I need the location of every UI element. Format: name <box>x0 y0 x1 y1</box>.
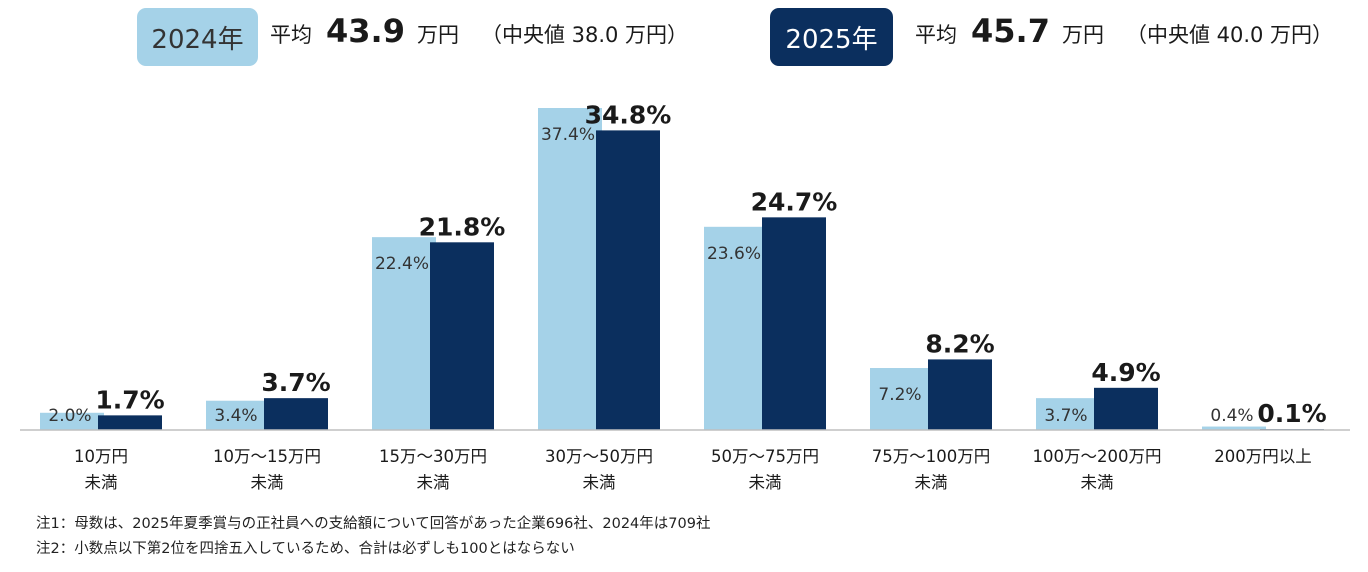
footnote-1: 注1：母数は、2025年夏季賞与の正社員への支給額について回答があった企業696… <box>36 516 711 532</box>
bar-2024 <box>870 368 934 430</box>
category-label: 200万円以上 <box>1214 447 1312 466</box>
summary-2025: 平均 45.7 万円 （中央値 40.0 万円） <box>915 12 1333 62</box>
average-value-2024: 43.9 <box>326 12 405 50</box>
bar-2024 <box>538 108 602 430</box>
bar-2024 <box>1202 426 1266 430</box>
data-label-2025: 1.7% <box>95 385 164 414</box>
bar-chart: 2.0%1.7%10万円未満3.4%3.7%10万～15万円未満22.4%21.… <box>20 100 1350 492</box>
footnotes: 注1：母数は、2025年夏季賞与の正社員への支給額について回答があった企業696… <box>36 512 710 562</box>
data-label-2025: 34.8% <box>585 100 672 129</box>
median-2025: （中央値 40.0 万円） <box>1125 23 1334 47</box>
data-label-2025: 4.9% <box>1091 358 1160 387</box>
data-label-2024: 23.6% <box>707 244 761 264</box>
category-label: 未満 <box>583 473 616 492</box>
bar-2025 <box>264 398 328 430</box>
data-label-2024: 37.4% <box>541 125 595 145</box>
category-label: 75万～100万円 <box>872 447 991 466</box>
bar-2024 <box>372 237 436 430</box>
data-label-2025: 8.2% <box>925 329 994 358</box>
category-label: 10万～15万円 <box>213 447 321 466</box>
category-label: 30万～50万円 <box>545 447 653 466</box>
summary-2024: 平均 43.9 万円 （中央値 38.0 万円） <box>270 12 688 62</box>
bar-2025 <box>98 415 162 430</box>
bar-2024 <box>40 412 104 430</box>
category-label: 未満 <box>915 473 948 492</box>
bar-2025 <box>762 217 826 430</box>
category-label: 15万～30万円 <box>379 447 487 466</box>
data-label-2024: 7.2% <box>878 385 921 405</box>
legend-badge-2025: 2025年 <box>770 8 893 66</box>
category-label: 未満 <box>417 473 450 492</box>
bar-2024 <box>206 400 270 430</box>
data-label-2024: 3.7% <box>1044 406 1087 426</box>
bar-2024 <box>1036 398 1100 430</box>
category-label: 50万～75万円 <box>711 447 819 466</box>
data-label-2024: 0.4% <box>1210 406 1253 426</box>
footnote-2: 注2：小数点以下第2位を四捨五入しているため、合計は必ずしも100とはならない <box>36 541 575 557</box>
bar-2024 <box>704 226 768 430</box>
category-label: 未満 <box>1081 473 1114 492</box>
data-label-2025: 21.8% <box>419 212 506 241</box>
bar-2025 <box>928 359 992 430</box>
legend-badge-2024: 2024年 <box>137 8 258 66</box>
average-unit-2024: 万円 <box>416 23 459 47</box>
data-label-2024: 3.4% <box>214 406 257 426</box>
average-label-2025: 平均 <box>915 23 957 47</box>
average-unit-2025: 万円 <box>1061 23 1104 47</box>
bar-2025 <box>1094 387 1158 430</box>
data-label-2024: 22.4% <box>375 254 429 274</box>
median-2024: （中央値 38.0 万円） <box>480 23 689 47</box>
category-label: 未満 <box>749 473 782 492</box>
data-label-2025: 0.1% <box>1257 399 1326 428</box>
average-label-2024: 平均 <box>270 23 312 47</box>
data-label-2025: 24.7% <box>751 187 838 216</box>
bar-2025 <box>596 130 660 431</box>
category-label: 未満 <box>85 473 118 492</box>
category-label: 10万円 <box>74 447 128 466</box>
data-label-2025: 3.7% <box>261 368 330 397</box>
category-label: 未満 <box>251 473 284 492</box>
data-label-2024: 2.0% <box>48 406 91 426</box>
bar-2025 <box>430 242 494 430</box>
average-value-2025: 45.7 <box>971 12 1050 50</box>
category-label: 100万～200万円 <box>1033 447 1162 466</box>
